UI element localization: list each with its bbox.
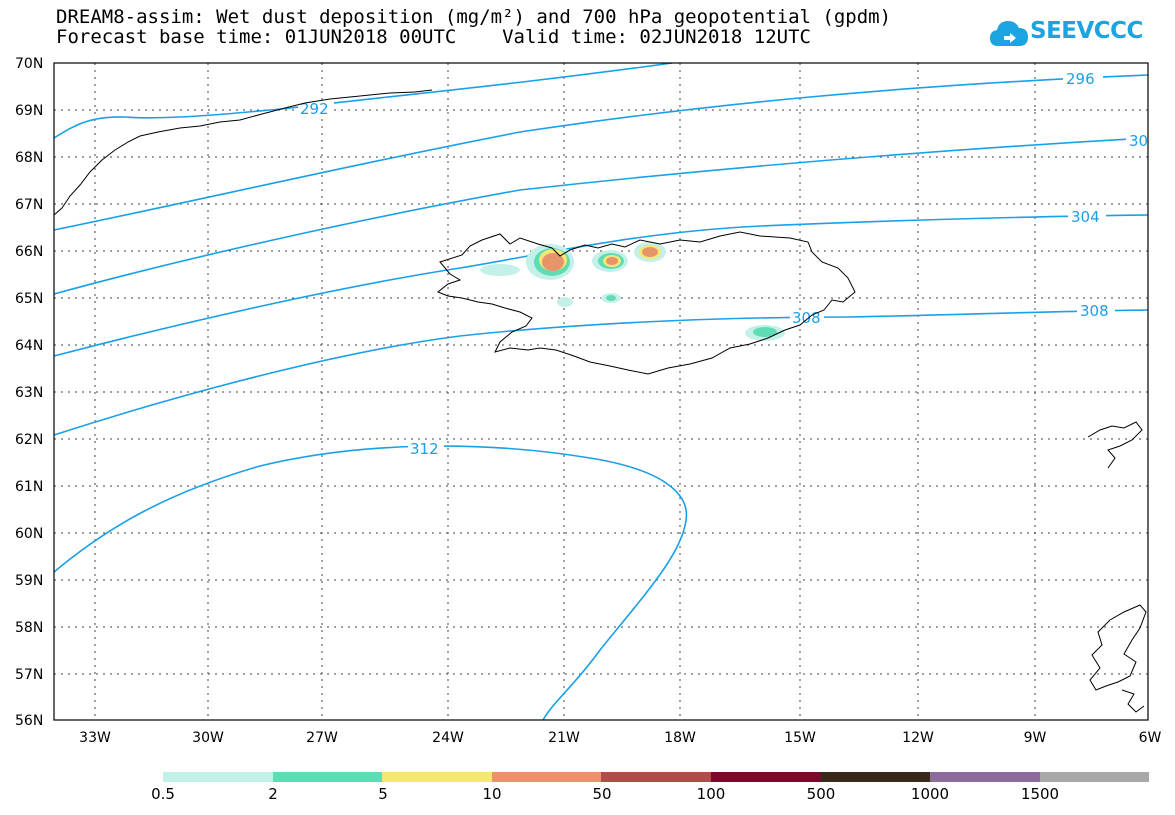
lat-label: 67N bbox=[15, 197, 43, 213]
legend-swatch bbox=[491, 772, 602, 782]
lat-label: 70N bbox=[15, 56, 43, 72]
lon-label: 30W bbox=[192, 730, 224, 746]
legend-label: 500 bbox=[806, 785, 836, 803]
map-title: DREAM8-assim: Wet dust deposition (mg/m²… bbox=[56, 6, 892, 28]
legend-swatch bbox=[1039, 772, 1150, 782]
scotland-coast bbox=[1089, 604, 1147, 691]
longitude-labels: 33W 30W 27W 24W 21W 18W 15W 12W 9W 6W bbox=[79, 730, 1161, 746]
lon-label: 12W bbox=[902, 730, 934, 746]
contour-label-296: 296 bbox=[1066, 70, 1095, 88]
legend-label: 2 bbox=[268, 785, 278, 803]
contour-label-308-west: 308 bbox=[792, 309, 821, 327]
legend-swatch bbox=[272, 772, 383, 782]
lat-label: 60N bbox=[15, 526, 43, 542]
lat-label: 68N bbox=[15, 150, 43, 166]
contour-292 bbox=[53, 62, 673, 139]
lat-label: 69N bbox=[15, 103, 43, 119]
contour-labels: 292 296 30 304 308 308 312 bbox=[298, 70, 1148, 458]
lon-label: 6W bbox=[1139, 730, 1162, 746]
lon-label: 21W bbox=[548, 730, 580, 746]
contour-300 bbox=[53, 137, 1149, 295]
lat-label: 63N bbox=[15, 385, 43, 401]
lon-label: 9W bbox=[1024, 730, 1047, 746]
lat-label: 61N bbox=[15, 479, 43, 495]
legend-swatch bbox=[382, 772, 492, 782]
legend-label: 50 bbox=[592, 785, 612, 803]
lat-label: 64N bbox=[15, 338, 43, 354]
contour-304 bbox=[53, 214, 1149, 357]
legend-label: 100 bbox=[696, 785, 726, 803]
map-subtitle: Forecast base time: 01JUN2018 00UTC Vali… bbox=[56, 26, 811, 48]
geopotential-contours bbox=[53, 62, 1149, 721]
legend-swatch bbox=[820, 772, 931, 782]
legend-label: 10 bbox=[482, 785, 502, 803]
contour-label-308-east: 308 bbox=[1080, 302, 1109, 320]
seevccc-logo: SEEVCCC bbox=[990, 14, 1150, 54]
contour-label-292: 292 bbox=[300, 100, 329, 118]
contour-312 bbox=[53, 445, 688, 721]
legend-label: 0.5 bbox=[151, 785, 175, 803]
lat-label: 66N bbox=[15, 244, 43, 260]
lat-label: 62N bbox=[15, 432, 43, 448]
legend-swatch bbox=[163, 772, 273, 782]
grid-lines bbox=[54, 63, 1148, 720]
legend-label: 5 bbox=[378, 785, 388, 803]
legend-swatch bbox=[710, 772, 821, 782]
lat-label: 57N bbox=[15, 667, 43, 683]
iceland-coastline bbox=[437, 231, 856, 375]
plot-frame bbox=[53, 62, 1149, 721]
contour-308 bbox=[53, 309, 1149, 436]
contour-296 bbox=[53, 74, 1149, 231]
legend-label: 1000 bbox=[910, 785, 950, 803]
scotland-islands bbox=[1121, 689, 1145, 713]
logo-text: SEEVCCC bbox=[1030, 18, 1143, 44]
lon-label: 33W bbox=[79, 730, 111, 746]
legend-swatch bbox=[601, 772, 711, 782]
norway-coast-north bbox=[1087, 421, 1143, 469]
legend-label: 1500 bbox=[1020, 785, 1060, 803]
legend-swatch bbox=[930, 772, 1040, 782]
lon-label: 18W bbox=[664, 730, 696, 746]
contour-label-312: 312 bbox=[410, 440, 439, 458]
lon-label: 24W bbox=[432, 730, 464, 746]
lat-label: 56N bbox=[15, 713, 43, 729]
color-legend bbox=[163, 772, 1150, 782]
lon-label: 27W bbox=[306, 730, 338, 746]
latitude-labels: 70N 69N 68N 67N 66N 65N 64N 63N 62N 61N … bbox=[15, 56, 43, 729]
lon-label: 15W bbox=[784, 730, 816, 746]
lat-label: 65N bbox=[15, 291, 43, 307]
greenland-coastline bbox=[53, 89, 433, 216]
lat-label: 59N bbox=[15, 573, 43, 589]
contour-label-300: 30 bbox=[1129, 132, 1148, 150]
cloud-icon bbox=[990, 21, 1028, 46]
lat-label: 58N bbox=[15, 620, 43, 636]
contour-label-304: 304 bbox=[1071, 208, 1100, 226]
coastlines bbox=[53, 89, 1147, 713]
